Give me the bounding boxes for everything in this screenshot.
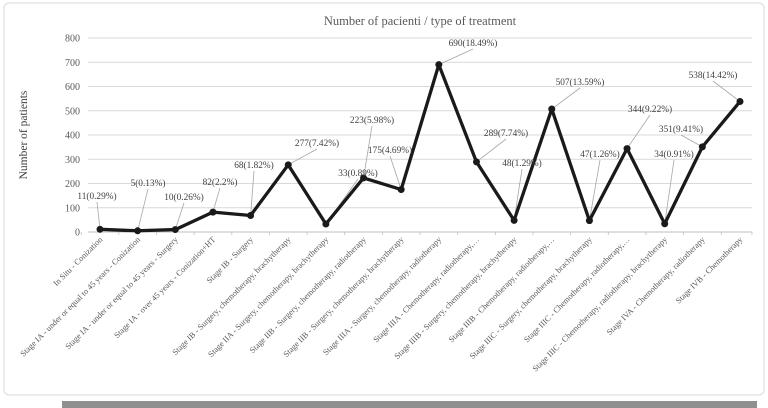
- data-point-label: 344(9.22%): [628, 104, 672, 115]
- data-point-marker: [247, 212, 255, 220]
- data-point-label: 507(13.59%): [556, 77, 605, 88]
- leader-line: [212, 187, 221, 213]
- data-point-marker: [209, 208, 217, 216]
- leader-line: [626, 114, 651, 149]
- data-point-marker: [585, 217, 593, 225]
- data-point-marker: [698, 143, 706, 151]
- data-point-label: 48(1.29%): [502, 158, 542, 169]
- data-point-marker: [96, 225, 104, 233]
- data-point-label: 223(5.98%): [350, 115, 394, 126]
- data-point-label: 82(2.2%): [203, 177, 238, 188]
- series-line: [98, 63, 742, 233]
- data-point-marker: [134, 227, 142, 235]
- data-point-label: 538(14.42%): [689, 70, 738, 81]
- data-point-marker: [548, 105, 556, 113]
- data-point-label: 10(0.26%): [164, 192, 204, 203]
- leader-line: [250, 170, 255, 216]
- leader-line: [363, 125, 373, 178]
- data-point-marker: [623, 145, 631, 153]
- data-point-marker: [322, 220, 330, 228]
- data-point-marker: [736, 98, 744, 106]
- y-axis-title: Number of patients: [18, 90, 30, 179]
- y-tick-label: 0: [75, 228, 80, 239]
- leader-line: [96, 201, 101, 230]
- data-point-label: 277(7.42%): [295, 138, 339, 149]
- leader-line: [438, 48, 474, 66]
- data-point-label: 690(18.49%): [449, 38, 498, 49]
- chart-border: [3, 2, 765, 396]
- data-point-label: 47(1.26%): [580, 149, 620, 160]
- y-tick-label: 200: [65, 179, 80, 190]
- leader-line: [712, 80, 741, 102]
- data-point-marker: [435, 61, 443, 69]
- y-tick-label: 700: [65, 58, 80, 69]
- y-tick-label: 100: [65, 203, 80, 214]
- y-tick-label: 800: [65, 34, 80, 45]
- leader-line: [551, 87, 581, 110]
- data-point-label: 34(0.91%): [654, 149, 694, 160]
- data-point-label: 175(4.69%): [368, 145, 412, 156]
- data-point-label: 351(9.41%): [659, 124, 703, 135]
- y-tick-label: 600: [65, 82, 80, 93]
- leader-line: [476, 138, 507, 163]
- page-bottom-strip: [62, 401, 757, 408]
- leader-line: [174, 202, 185, 230]
- data-point-marker: [284, 161, 292, 169]
- leader-line: [137, 188, 149, 231]
- leader-line: [589, 159, 601, 221]
- data-point-label: 289(7.74%): [484, 128, 528, 139]
- data-point-marker: [472, 158, 480, 166]
- y-tick-label: 300: [65, 155, 80, 166]
- data-point-label: 11(0.29%): [77, 191, 116, 202]
- data-point-marker: [661, 220, 669, 228]
- chart-title: Number of pacienti / type of treatment: [324, 14, 517, 28]
- data-point-marker: [397, 186, 405, 194]
- data-point-marker: [360, 174, 368, 182]
- y-tick-label: 500: [65, 106, 80, 117]
- data-point-label: 5(0.13%): [131, 178, 166, 189]
- leader-line: [389, 155, 402, 190]
- leader-line: [664, 159, 675, 224]
- leader-line: [680, 134, 703, 148]
- y-tick-label: 400: [65, 131, 80, 142]
- data-point-marker: [510, 216, 518, 224]
- leader-line: [288, 148, 318, 166]
- data-point-label: 68(1.82%): [234, 160, 274, 171]
- data-point-label: 33(0.89%): [338, 168, 378, 179]
- data-point-marker: [171, 226, 179, 234]
